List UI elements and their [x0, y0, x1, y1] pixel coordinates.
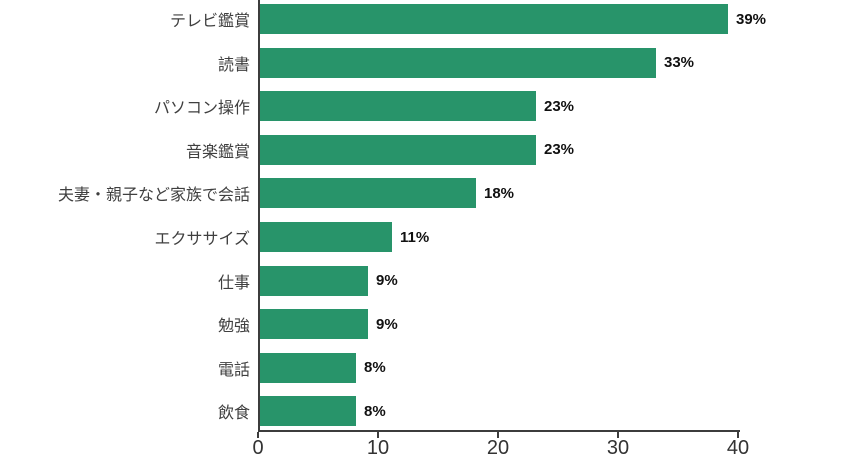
category-label-2: パソコン操作	[153, 100, 250, 118]
x-tick-label-20: 20	[486, 437, 510, 458]
x-tick-label-40: 40	[726, 437, 750, 458]
value-label-8: 8%	[364, 359, 386, 377]
x-tick-label-10: 10	[366, 437, 390, 458]
bar-0	[260, 4, 728, 34]
x-tick-30	[617, 432, 619, 438]
value-label-3: 23%	[544, 141, 575, 159]
bar-3	[260, 134, 536, 165]
x-tick-40	[737, 432, 739, 438]
value-label-1: 33%	[664, 54, 695, 72]
value-label-0: 39%	[736, 10, 767, 28]
x-tick-20	[497, 432, 499, 438]
category-label-8: 電話	[217, 361, 250, 379]
value-label-2: 23%	[544, 97, 575, 115]
value-label-5: 11%	[400, 228, 430, 246]
x-tick-label-30: 30	[606, 437, 630, 458]
category-label-4: 夫妻・親子など家族で会話	[57, 187, 250, 205]
category-label-0: テレビ鑑賞	[169, 13, 250, 30]
bar-2	[260, 91, 536, 122]
bar-6	[260, 265, 368, 296]
bar-7	[260, 309, 368, 340]
category-axis-labels: テレビ鑑賞読書パソコン操作音楽鑑賞夫妻・親子など家族で会話エクササイズ仕事勉強電…	[0, 0, 250, 432]
x-tick-0	[257, 432, 259, 438]
bar-8	[260, 352, 356, 383]
bar-4	[260, 178, 476, 209]
bar-9	[260, 396, 356, 427]
bar-1	[260, 47, 656, 78]
category-label-3: 音楽鑑賞	[185, 143, 250, 161]
category-label-6: 仕事	[217, 274, 250, 292]
category-label-9: 飲食	[217, 405, 250, 423]
value-label-6: 9%	[376, 272, 398, 290]
x-axis: 0 10 20 30 40	[252, 432, 749, 458]
bar-5	[260, 222, 392, 252]
value-label-4: 18%	[484, 184, 515, 202]
category-label-5: エクササイズ	[154, 231, 250, 248]
category-label-7: 勉強	[217, 318, 250, 336]
category-label-1: 読書	[217, 56, 250, 74]
x-tick-label-0: 0	[252, 437, 264, 458]
value-label-7: 9%	[376, 315, 398, 333]
value-label-9: 8%	[364, 402, 386, 420]
plot-area: 39% 33% 23% 23% 18% 11% 9% 9% 8% 8%	[258, 0, 766, 432]
x-tick-10	[377, 432, 379, 438]
